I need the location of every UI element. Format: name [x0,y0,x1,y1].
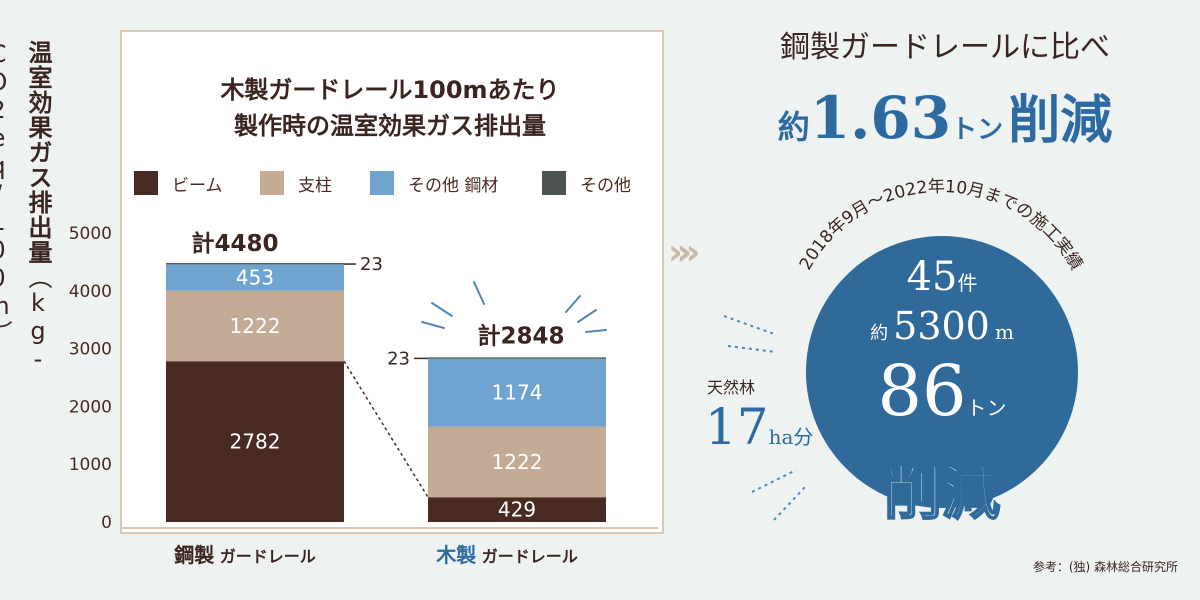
source-note: 参考：(独) 森林総合研究所 [1032,560,1178,574]
legend-item-other-steel: その他 鋼材 [370,170,498,196]
bar-segment [166,264,344,291]
cases-number: 45 [906,254,958,300]
headline-value: 1.63 [809,84,952,152]
reduction-unit: トン [966,396,1007,420]
reduction-number: 86 [877,350,967,432]
forest-unit: ha分 [768,425,814,449]
burst-lines-icon [421,281,607,333]
beam-comparison-dotted-line [343,360,429,498]
bar-segment [166,361,344,522]
y-axis-title: 温室効果ガス排出量（kg-CO2eq/100m） [0,40,58,560]
headline-unit: トン [951,115,1004,145]
legend-swatch [134,171,158,195]
segment-value-label: 1174 [492,381,543,405]
chart-title-line-1: 木製ガードレール100mあたり [220,76,560,104]
bar-segment [166,290,344,362]
cases-unit: 件 [957,271,978,295]
headline-prefix: 約 [777,108,810,146]
category-label: 鋼製 ガードレール [174,543,316,567]
segment-value-label: 1222 [492,450,543,474]
bar-total-label: 計4480 [191,230,278,257]
legend: ビーム 支柱 その他 鋼材 その他 [134,170,654,196]
segment-value-label: 453 [236,265,274,289]
y-tick-label: 3000 [69,340,112,360]
bar-segment [428,357,606,359]
bar-segment [428,497,606,522]
forest-value: 17ha分 [705,398,813,456]
segment-value-label: 1222 [230,314,281,338]
bar-segment [428,358,606,427]
forest-burst-lines-icon [723,315,807,521]
other-value-label: 23 [360,254,383,275]
results-circle [806,236,1078,508]
y-tick-label: 4000 [69,282,112,302]
y-axis-title-text: 温室効果ガス排出量 [24,40,52,265]
bar-segment [166,263,344,265]
bar-segment [428,426,606,498]
y-tick-label: 5000 [69,224,112,244]
total-reduction: 86トン [802,350,1082,432]
category-label: 木製 ガードレール [435,543,578,567]
cases-count: 45件 [802,254,1082,300]
length-number: 5300 [893,304,990,348]
y-axis-unit: （kg-CO2eq/100m） [0,40,52,373]
legend-label: その他 鋼材 [408,175,499,196]
bar-total-label: 計2848 [477,322,564,349]
segment-value-label: 2782 [230,430,281,454]
comparison-line: 鋼製ガードレールに比べ [780,30,1110,65]
segment-value-label: 429 [498,498,536,522]
y-tick-label: 0 [101,513,112,533]
legend-swatch [260,171,284,195]
chart-title: 木製ガードレール100mあたり 製作時の温室効果ガス排出量 [120,72,660,144]
legend-item-post: 支柱 [260,170,332,196]
legend-swatch [542,171,566,195]
legend-label: 支柱 [298,175,332,196]
length-unit: m [994,320,1014,344]
reduction-headline: 約1.63トン 削減 [690,78,1200,153]
legend-item-other: その他 [542,170,631,196]
y-tick-label: 1000 [69,455,112,475]
headline-suffix: 削減 [1008,90,1113,151]
y-tick-label: 2000 [69,397,112,417]
legend-item-beam: ビーム [134,170,223,196]
length-prefix: 約 [870,323,889,344]
legend-label: その他 [580,175,631,196]
legend-swatch [370,171,394,195]
reduction-word: 削減 [883,458,1001,528]
legend-label: ビーム [172,175,223,196]
forest-number: 17 [705,398,769,456]
other-value-label: 23 [387,348,410,369]
chart-title-line-2: 製作時の温室効果ガス排出量 [234,112,546,140]
total-length: 約 5300 m [802,304,1082,348]
forest-label: 天然林 [707,378,756,397]
